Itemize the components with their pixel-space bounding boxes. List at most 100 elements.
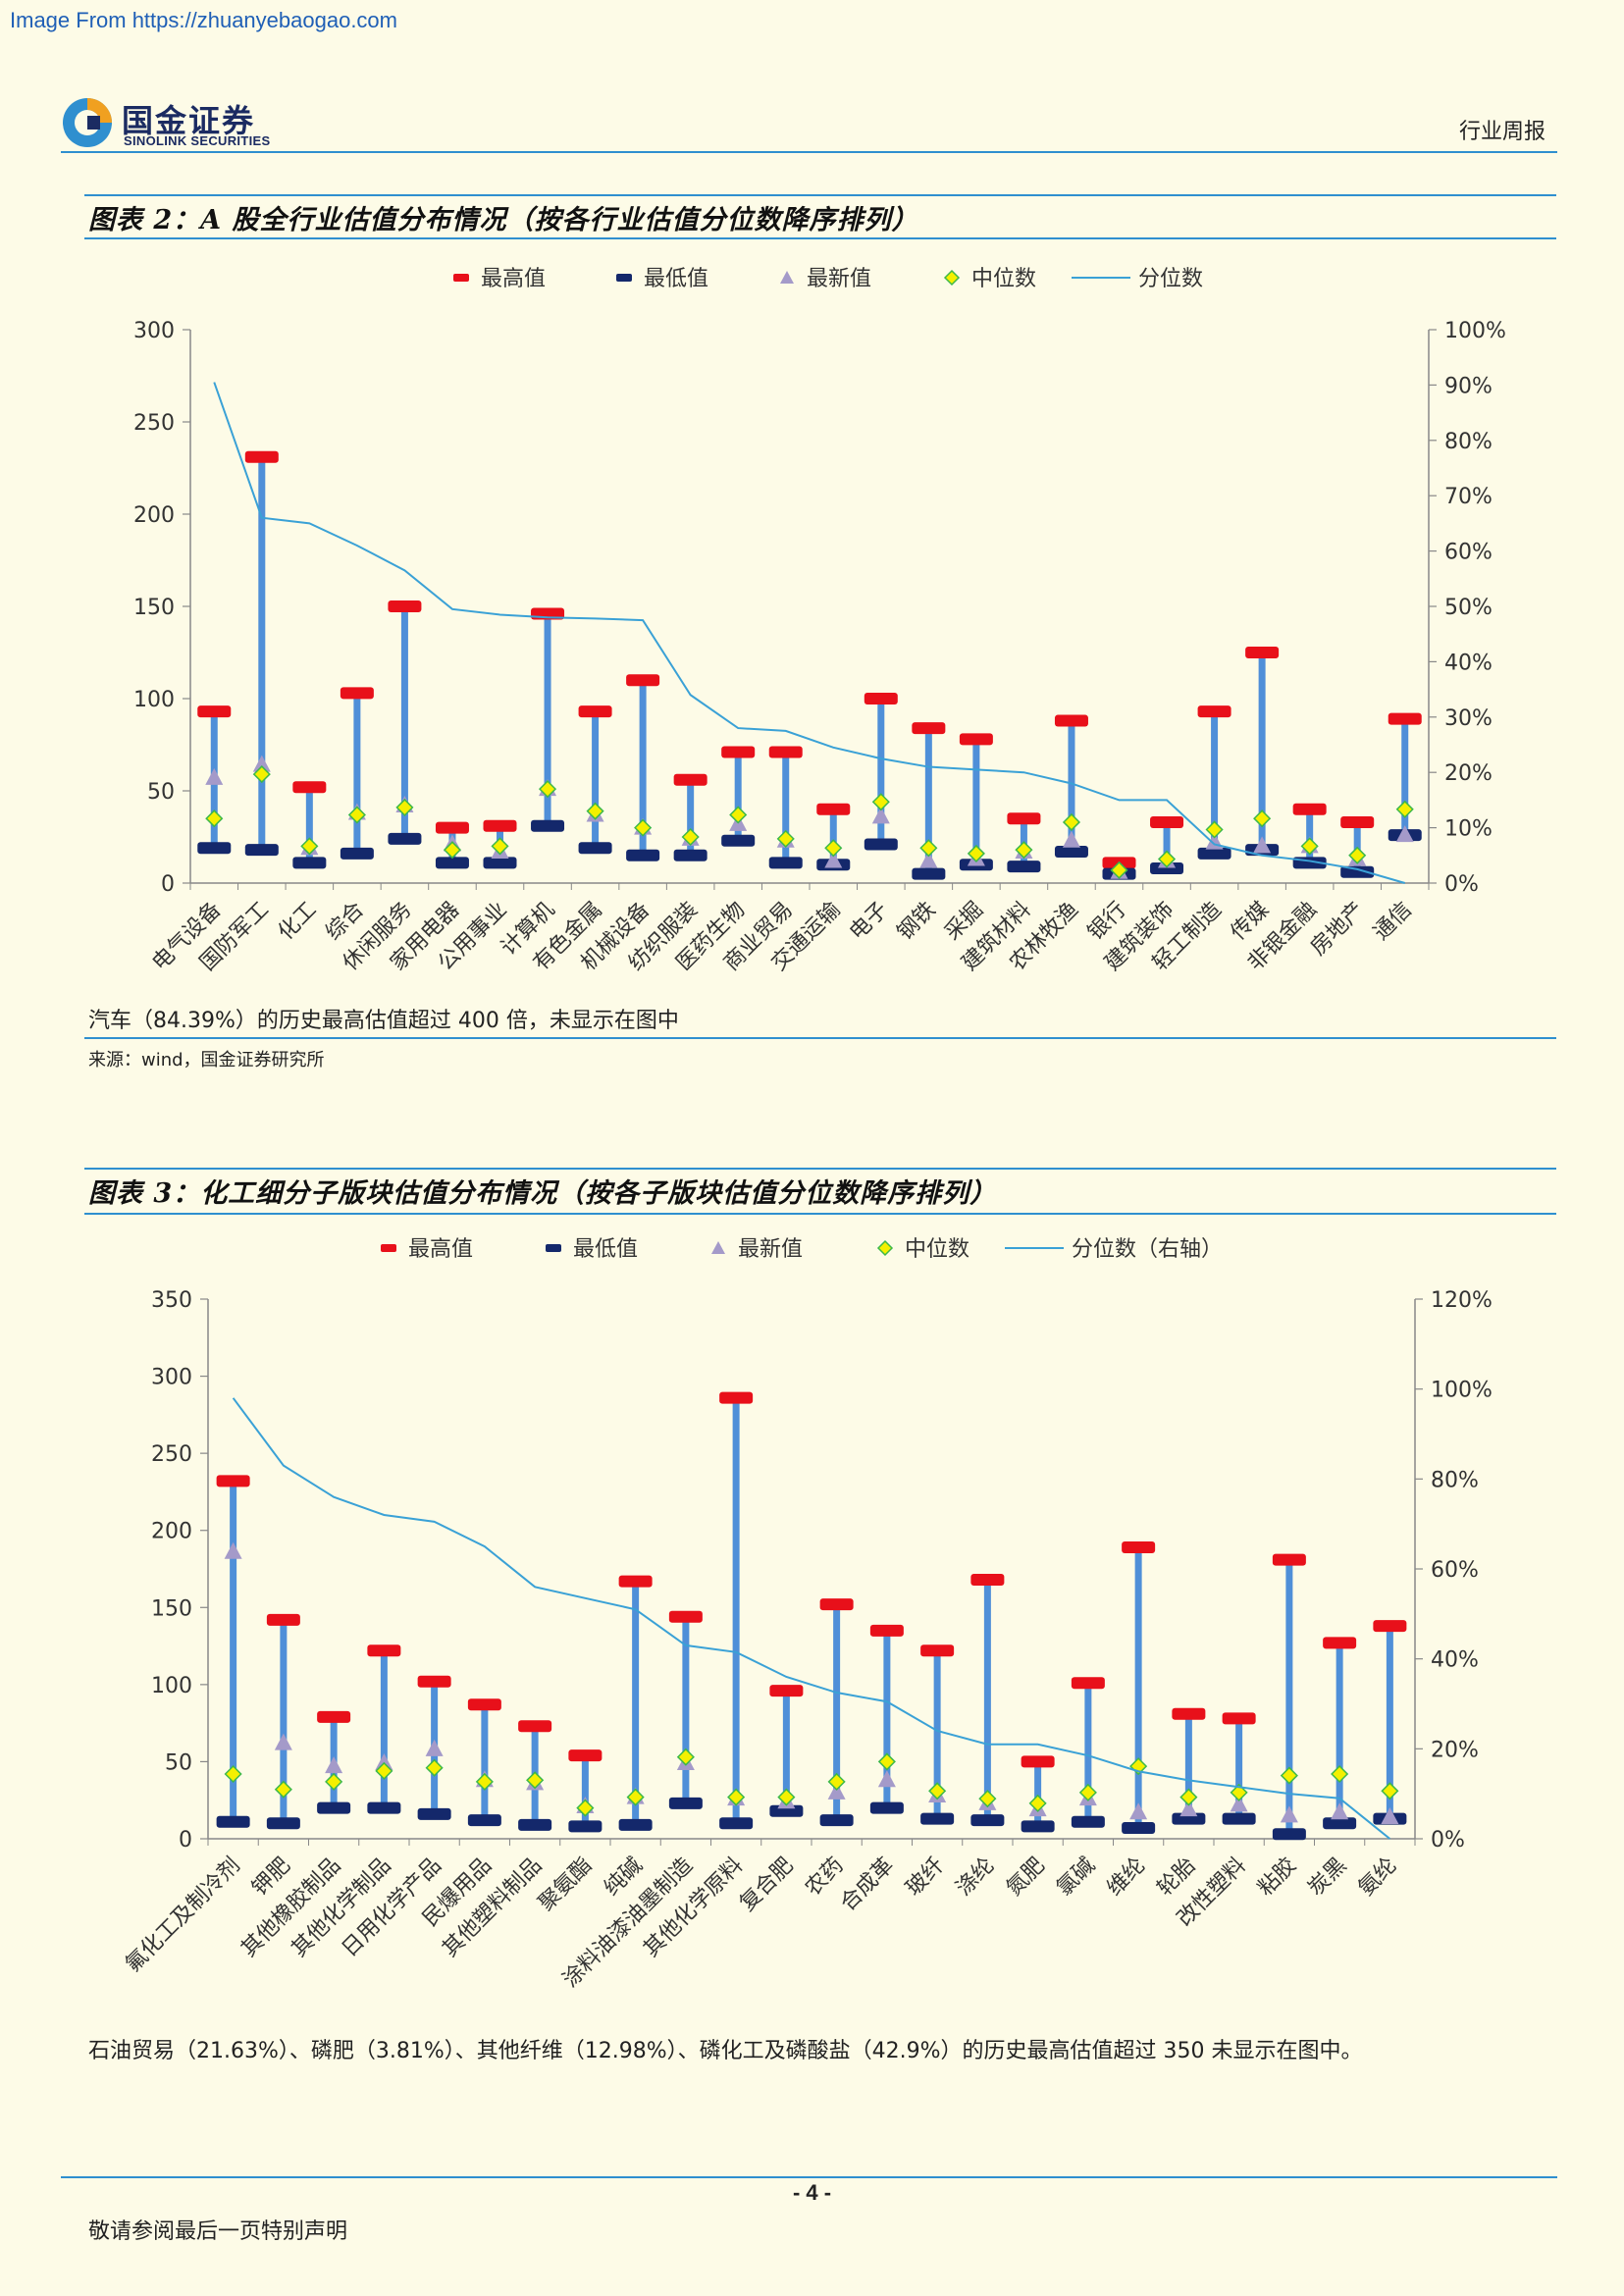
fig3-note: 石油贸易（21.63%）、磷肥（3.81%）、其他纤维（12.98%）、磷化工及… <box>88 2039 1363 2063</box>
range-bar <box>687 779 695 856</box>
max-marker <box>568 1749 602 1762</box>
legend-min-swatch <box>546 1244 561 1252</box>
legend-item-median: 中位数 <box>876 1237 969 1262</box>
legend-item-latest: 最新值 <box>711 1237 803 1262</box>
max-marker <box>1272 1553 1306 1566</box>
max-marker <box>467 1698 501 1711</box>
median-marker <box>425 1758 444 1777</box>
median-marker <box>776 829 795 848</box>
min-marker <box>1272 1828 1306 1841</box>
median-marker <box>586 802 604 820</box>
category-group <box>673 773 707 861</box>
median-marker <box>300 837 319 856</box>
min-marker <box>531 819 565 832</box>
latest-marker <box>224 1541 242 1559</box>
latest-marker <box>1253 836 1272 854</box>
y-tick-label: 350 <box>151 1288 192 1313</box>
max-marker <box>266 1613 300 1626</box>
median-marker <box>576 1799 595 1817</box>
category-group <box>1172 1707 1206 1825</box>
max-marker <box>1388 712 1422 725</box>
watermark-link[interactable]: Image From https://zhuanyebaogao.com <box>10 8 397 32</box>
median-marker <box>1253 809 1272 828</box>
range-bar <box>983 1580 991 1821</box>
max-marker <box>959 733 993 746</box>
min-marker <box>292 857 327 869</box>
category-group <box>1272 1553 1306 1841</box>
legend-label-max: 最高值 <box>481 267 546 291</box>
median-marker <box>1331 1764 1349 1784</box>
max-marker <box>618 1575 653 1588</box>
median-marker <box>978 1790 997 1808</box>
y-tick-label: 0 <box>161 872 175 897</box>
max-marker <box>768 746 803 758</box>
max-marker <box>1340 815 1375 828</box>
median-marker <box>538 780 557 799</box>
median-marker <box>1157 850 1177 868</box>
min-marker <box>317 1801 351 1814</box>
footer-disclaimer: 敬请参阅最后一页特别声明 <box>88 2219 348 2244</box>
logo: 国金证券 SINOLINK SECURITIES <box>61 94 296 151</box>
y2-tick-label: 80% <box>1431 1468 1479 1492</box>
logo-en: SINOLINK SECURITIES <box>124 133 271 148</box>
range-bar <box>1134 1547 1142 1828</box>
max-marker <box>626 674 660 687</box>
y-tick-label: 300 <box>151 1366 192 1390</box>
y2-tick-label: 100% <box>1431 1379 1493 1403</box>
fig2-note-rule <box>84 1037 1556 1039</box>
y2-tick-label: 90% <box>1444 374 1493 398</box>
latest-marker <box>919 851 938 868</box>
category-group <box>912 722 946 880</box>
max-marker <box>673 773 707 786</box>
category-group <box>1323 1637 1357 1830</box>
max-marker <box>518 1720 552 1733</box>
y2-tick-label: 100% <box>1444 319 1506 343</box>
legend-label-latest: 最新值 <box>738 1237 803 1262</box>
category-group <box>483 819 517 869</box>
latest-marker <box>1381 1807 1399 1824</box>
category-group <box>340 687 374 860</box>
min-marker <box>1222 1812 1256 1825</box>
median-marker <box>475 1772 494 1791</box>
max-marker <box>1373 1620 1407 1633</box>
median-marker <box>727 1788 746 1806</box>
max-marker <box>216 1475 250 1487</box>
fig2-source: 来源：wind，国金证券研究所 <box>88 1050 325 1070</box>
y2-tick-label: 10% <box>1444 817 1493 842</box>
min-marker <box>719 1817 754 1830</box>
x-category-label: 氮肥 <box>1002 1853 1050 1902</box>
y-tick-label: 200 <box>133 503 175 528</box>
min-marker <box>1007 861 1041 873</box>
median-marker <box>1078 1783 1097 1801</box>
min-marker <box>1021 1820 1055 1833</box>
range-bar <box>734 752 742 841</box>
category-group <box>920 1644 955 1825</box>
category-group <box>864 693 898 851</box>
legend-item-line: 分位数（右轴） <box>1005 1237 1223 1262</box>
fig3-title-rule-top <box>84 1168 1556 1170</box>
category-group <box>668 1610 703 1809</box>
median-marker <box>224 1764 242 1784</box>
range-bar <box>258 456 266 851</box>
category-group <box>816 803 851 871</box>
y2-tick-label: 0% <box>1444 872 1479 897</box>
median-marker <box>1300 837 1319 856</box>
min-marker <box>467 1814 501 1827</box>
min-marker <box>912 867 946 880</box>
range-bar <box>1084 1683 1092 1822</box>
x-category-label: 氯碱 <box>1052 1853 1100 1902</box>
min-marker <box>618 1818 653 1831</box>
range-bar <box>883 1630 891 1808</box>
legend-median-swatch <box>876 1239 894 1257</box>
header-rule <box>61 151 1557 153</box>
median-marker <box>676 1748 695 1766</box>
chart-chemical-subsector-valuation: 最高值 最低值 最新值 中位数 分位数（右轴） 0 50 100 150 200 250 300 350… <box>121 1237 1493 1993</box>
range-bar <box>1235 1718 1243 1819</box>
range-bar <box>924 728 932 874</box>
y2-tick-label: 40% <box>1444 651 1493 675</box>
legend-item-min: 最低值 <box>616 267 708 291</box>
fig2-title: 图表 2：A 股全行业估值分布情况（按各行业估值分位数降序排列） <box>88 205 919 235</box>
category-group <box>1197 705 1231 860</box>
latest-marker <box>252 755 271 772</box>
min-marker <box>244 844 279 857</box>
